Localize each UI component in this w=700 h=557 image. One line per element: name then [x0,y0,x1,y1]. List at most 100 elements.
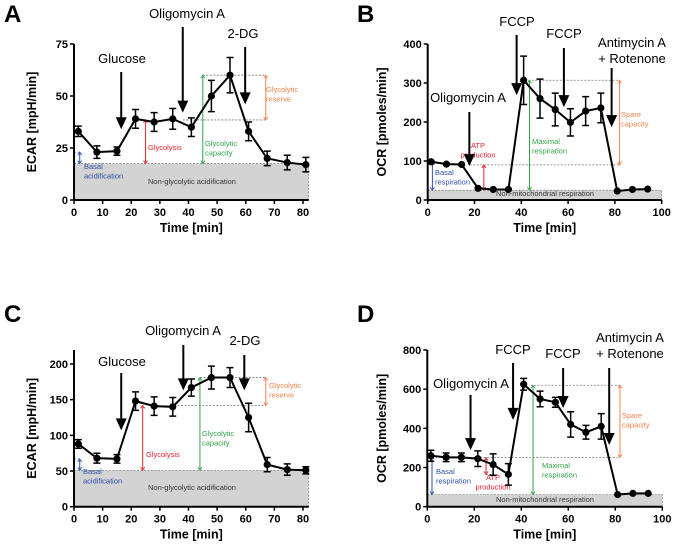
y-tick-label: 0 [62,502,68,514]
x-tick-label: 40 [182,207,194,219]
data-point [244,413,253,422]
treatment-label: FCCP [499,14,534,29]
data-point [504,185,513,194]
data-point [536,95,544,103]
double-arrow-icon [197,376,203,472]
data-point [597,104,605,112]
x-tick-label: 80 [297,514,309,526]
data-point [566,118,575,126]
baseline-label: Non-glycolytic acidification [148,483,236,492]
double-arrow-icon [617,79,622,166]
x-tick-label: 80 [609,207,621,219]
data-point [474,455,482,463]
double-arrow-icon [263,376,269,407]
bracket-label: respiration [436,477,471,486]
data-point [244,127,253,135]
data-point [597,422,605,430]
data-point [582,428,590,436]
bracket-label: respiration [532,147,567,156]
bracket-label: acidification [84,172,123,181]
treatment-label: 2-DG [227,26,258,41]
y-axis-label: OCR [pmoles/min] [375,67,389,176]
x-axis-label: Time [min] [513,221,576,235]
bracket-label: Spare [621,110,641,119]
double-arrow-icon [530,384,536,496]
data-point [489,460,497,469]
y-tick-label: 50 [56,91,68,103]
data-point [520,76,528,84]
arrow-down-icon [177,378,189,391]
data-point [93,148,101,156]
data-point [442,453,450,461]
bracket-label: Maximal [542,461,570,470]
data-point [263,461,271,469]
double-arrow-icon [263,74,269,121]
data-point [302,161,310,169]
x-tick-label: 20 [125,207,137,219]
x-tick-label: 40 [515,207,527,219]
arrow-down-icon [557,395,569,408]
x-axis-label: Time [min] [513,528,576,542]
treatment-label: + Rotenone [598,51,666,66]
data-point [74,440,82,448]
data-point [629,489,637,497]
y-tick-label: 600 [403,384,421,396]
bracket-label: capacity [205,149,233,158]
bracket-label: acidification [83,477,122,486]
x-tick-label: 40 [182,514,194,526]
x-tick-label: 0 [71,514,77,526]
x-tick-label: 30 [154,514,166,526]
data-point [613,187,621,195]
x-tick-label: 10 [96,514,108,526]
x-tick-label: 60 [562,207,574,219]
chart-panel-a: A Non-glycolytic acidification 0 25 50 75 0 10 2… [4,1,310,235]
bracket-label: Glycolysis [146,450,180,459]
data-point [74,127,82,135]
treatment-label: FCCP [546,26,581,41]
data-point [150,118,158,126]
x-tick-label: 60 [240,207,252,219]
arrow-down-icon [606,115,618,128]
y-tick-label: 300 [403,78,421,90]
data-point [283,465,291,474]
data-point [169,115,177,123]
x-tick-label: 0 [424,514,430,526]
x-tick-label: 40 [515,514,527,526]
x-tick-label: 30 [154,207,166,219]
x-tick-label: 70 [268,514,280,526]
double-arrow-icon [200,74,206,165]
data-point [302,466,310,474]
x-tick-label: 50 [211,514,223,526]
y-tick-label: 25 [56,143,68,155]
data-point [551,105,559,114]
double-arrow-icon [527,79,532,192]
x-tick-label: 0 [71,207,77,219]
bracket-label: Basal [435,168,454,177]
bracket-label: Glycolysis [148,143,182,152]
arrow-down-icon [603,432,615,445]
panel-label: B [357,1,374,28]
treatment-label: Oligomycin A [149,6,225,21]
x-axis-label: Time [min] [160,528,223,542]
x-tick-label: 20 [468,207,480,219]
baseline-label: Non-mitochondrial respiration [496,189,594,198]
data-point [283,158,291,167]
arrow-down-icon [463,154,475,167]
data-point [427,158,435,166]
bracket-label: respiration [435,178,470,187]
data-point [207,92,215,100]
y-tick-label: 0 [415,502,421,514]
bracket-label: Basal [436,467,455,476]
y-tick-label: 0 [416,195,422,207]
x-tick-label: 80 [609,514,621,526]
bracket-label: Basal [83,467,102,476]
y-axis-label: ECAR [mpH/min] [25,72,39,173]
data-point [614,490,622,499]
bracket-label: capacity [202,439,230,448]
arrow-down-icon [239,92,251,105]
y-tick-label: 100 [50,430,68,442]
data-point [131,397,140,405]
y-tick-label: 800 [403,345,421,357]
